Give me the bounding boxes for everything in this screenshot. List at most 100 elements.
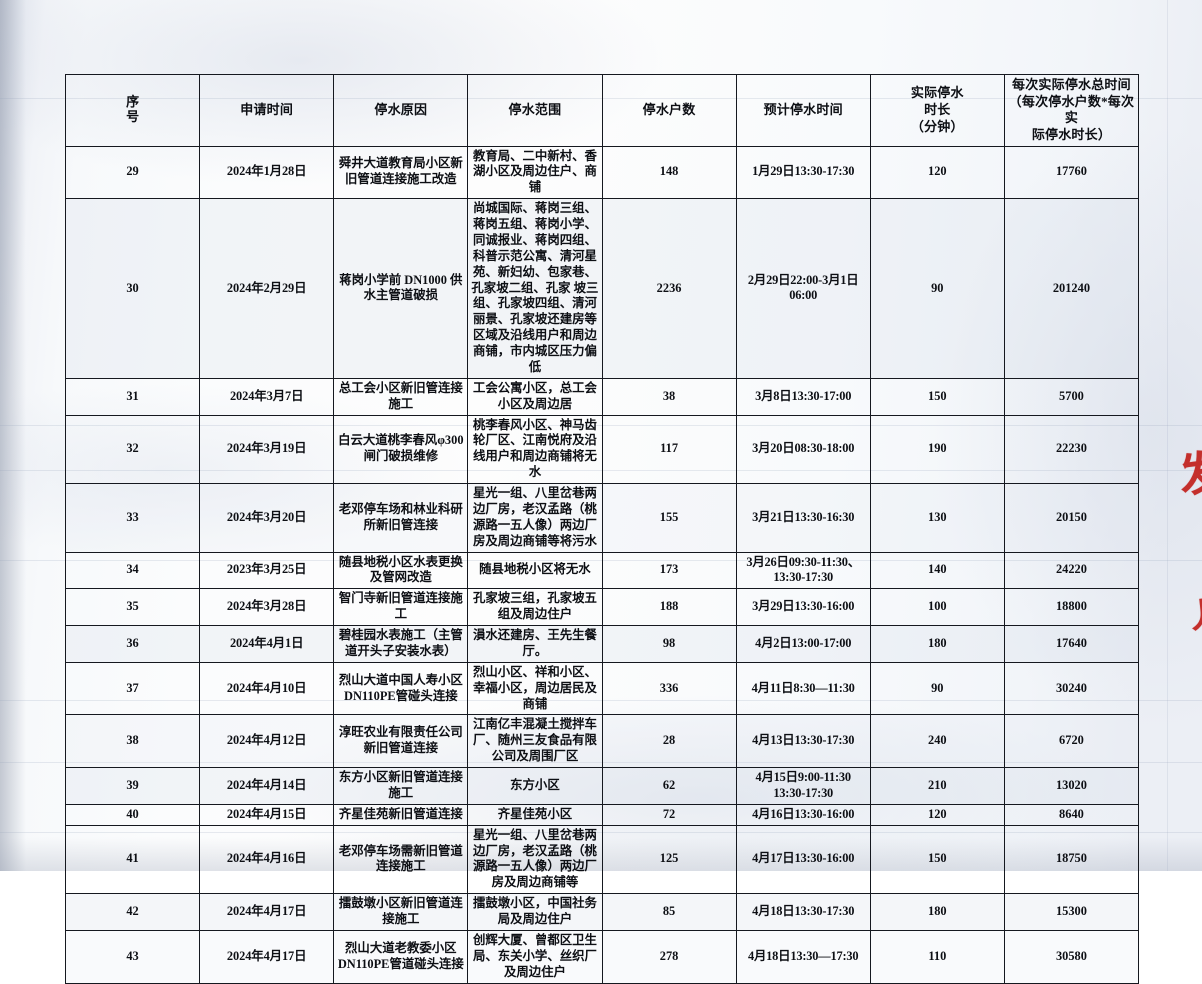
cell-scope: 东方小区 xyxy=(468,768,602,805)
cell-scope: 溳水还建房、王先生餐厅。 xyxy=(468,626,602,663)
cell-apply-date: 2024年4月12日 xyxy=(200,715,334,768)
cell-apply-date: 2024年3月28日 xyxy=(200,589,334,626)
cell-index: 39 xyxy=(66,768,200,805)
cell-index: 42 xyxy=(66,894,200,931)
cell-total-time: 18800 xyxy=(1004,589,1138,626)
column-header-total-line1: 每次实际停水总时间 xyxy=(1008,77,1135,94)
cell-duration: 100 xyxy=(870,589,1004,626)
cell-index: 36 xyxy=(66,626,200,663)
column-header-households: 停水户数 xyxy=(602,75,736,147)
cell-reason: 蒋岗小学前 DN1000 供水主管道破损 xyxy=(334,199,468,379)
cell-apply-date: 2024年4月1日 xyxy=(200,626,334,663)
cell-apply-date: 2024年1月28日 xyxy=(200,146,334,199)
cell-index: 31 xyxy=(66,378,200,415)
cell-households: 28 xyxy=(602,715,736,768)
cell-households: 155 xyxy=(602,484,736,553)
cell-planned-time: 4月16日13:30-16:00 xyxy=(736,804,870,825)
cell-reason: 东方小区新旧管道连接施工 xyxy=(334,768,468,805)
cell-scope: 擂鼓墩小区，中国社务局及周边住户 xyxy=(468,894,602,931)
cell-scope: 尚城国际、蒋岗三组、蒋岗五组、蒋岗小学、同诚报业、蒋岗四组、 科普示范公寓、清河… xyxy=(468,199,602,379)
cell-scope: 工会公寓小区，总工会小区及周边居 xyxy=(468,378,602,415)
cell-reason: 齐星佳苑新旧管道连接 xyxy=(334,804,468,825)
cell-total-time: 30240 xyxy=(1004,662,1138,715)
cell-households: 117 xyxy=(602,415,736,484)
cell-planned-time: 4月18日13:30-17:30 xyxy=(736,894,870,931)
cell-apply-date: 2024年2月29日 xyxy=(200,199,334,379)
water-suspension-table: 序号 申请时间 停水原因 停水范围 停水户数 预计停水时间 实际停水 时长 （分… xyxy=(65,74,1139,984)
column-header-duration-line2: 时长 xyxy=(874,102,1001,119)
cell-reason: 烈山大道中国人寿小区DN110PE管碰头连接 xyxy=(334,662,468,715)
cell-planned-time: 3月26日09:30-11:30、13:30-17:30 xyxy=(736,552,870,589)
cell-apply-date: 2024年3月20日 xyxy=(200,484,334,553)
cell-total-time: 22230 xyxy=(1004,415,1138,484)
cell-duration: 180 xyxy=(870,626,1004,663)
column-header-duration: 实际停水 时长 （分钟） xyxy=(870,75,1004,147)
column-header-total-line3: 际停水时长） xyxy=(1008,127,1135,144)
column-header-scope: 停水范围 xyxy=(468,75,602,147)
cell-apply-date: 2024年4月17日 xyxy=(200,894,334,931)
cell-total-time: 24220 xyxy=(1004,552,1138,589)
cell-planned-time: 4月11日8:30—11:30 xyxy=(736,662,870,715)
cell-households: 85 xyxy=(602,894,736,931)
cell-total-time: 17760 xyxy=(1004,146,1138,199)
cell-planned-time: 4月2日13:00-17:00 xyxy=(736,626,870,663)
cell-reason: 烈山大道老教委小区DN110PE管道碰头连接 xyxy=(334,930,468,983)
cell-reason: 老邓停车场和林业科研所新旧管连接 xyxy=(334,484,468,553)
cell-planned-time: 4月18日13:30—17:30 xyxy=(736,930,870,983)
cell-planned-time: 3月8日13:30-17:00 xyxy=(736,378,870,415)
cell-reason: 智门寺新旧管道连接施工 xyxy=(334,589,468,626)
cell-apply-date: 2024年4月10日 xyxy=(200,662,334,715)
cell-reason: 擂鼓墩小区新旧管道连接施工 xyxy=(334,894,468,931)
cell-index: 33 xyxy=(66,484,200,553)
cell-duration: 120 xyxy=(870,146,1004,199)
cell-households: 38 xyxy=(602,378,736,415)
cell-households: 188 xyxy=(602,589,736,626)
cell-reason: 老邓停车场需新旧管道连接施工 xyxy=(334,825,468,894)
cell-duration: 210 xyxy=(870,768,1004,805)
cell-reason: 淳旺农业有限责任公司新旧管道连接 xyxy=(334,715,468,768)
cell-duration: 110 xyxy=(870,930,1004,983)
cell-index: 29 xyxy=(66,146,200,199)
cell-apply-date: 2024年4月16日 xyxy=(200,825,334,894)
cell-duration: 190 xyxy=(870,415,1004,484)
cell-total-time: 15300 xyxy=(1004,894,1138,931)
cell-planned-time: 3月21日13:30-16:30 xyxy=(736,484,870,553)
cell-duration: 150 xyxy=(870,825,1004,894)
column-header-duration-line3: （分钟） xyxy=(874,119,1001,136)
cell-total-time: 8640 xyxy=(1004,804,1138,825)
cell-scope: 星光一组、八里岔巷两边厂房，老汉孟路（桃源路一五人像）两边厂房及周边商铺等将污水 xyxy=(468,484,602,553)
cell-reason: 随县地税小区水表更换及管网改造 xyxy=(334,552,468,589)
cell-index: 40 xyxy=(66,804,200,825)
cell-households: 173 xyxy=(602,552,736,589)
cell-apply-date: 2024年4月14日 xyxy=(200,768,334,805)
column-header-reason: 停水原因 xyxy=(334,75,468,147)
cell-total-time: 201240 xyxy=(1004,199,1138,379)
cell-households: 278 xyxy=(602,930,736,983)
column-header-total-line2: （每次停水户数*每次实 xyxy=(1008,94,1135,127)
cell-scope: 星光一组、八里岔巷两边厂房，老汉孟路（桃源路一五人像）两边厂房及周边商铺等 xyxy=(468,825,602,894)
cell-scope: 教育局、二中新村、香湖小区及周边住户、商铺 xyxy=(468,146,602,199)
cell-index: 30 xyxy=(66,199,200,379)
cell-index: 38 xyxy=(66,715,200,768)
cell-total-time: 5700 xyxy=(1004,378,1138,415)
cell-total-time: 20150 xyxy=(1004,484,1138,553)
cell-duration: 130 xyxy=(870,484,1004,553)
cell-total-time: 6720 xyxy=(1004,715,1138,768)
cell-apply-date: 2024年4月17日 xyxy=(200,930,334,983)
cell-total-time: 30580 xyxy=(1004,930,1138,983)
cell-index: 32 xyxy=(66,415,200,484)
cell-households: 2236 xyxy=(602,199,736,379)
cell-scope: 齐星佳苑小区 xyxy=(468,804,602,825)
cell-duration: 90 xyxy=(870,199,1004,379)
cell-scope: 创辉大厦、曾都区卫生局、东关小学、丝织厂及周边住户 xyxy=(468,930,602,983)
